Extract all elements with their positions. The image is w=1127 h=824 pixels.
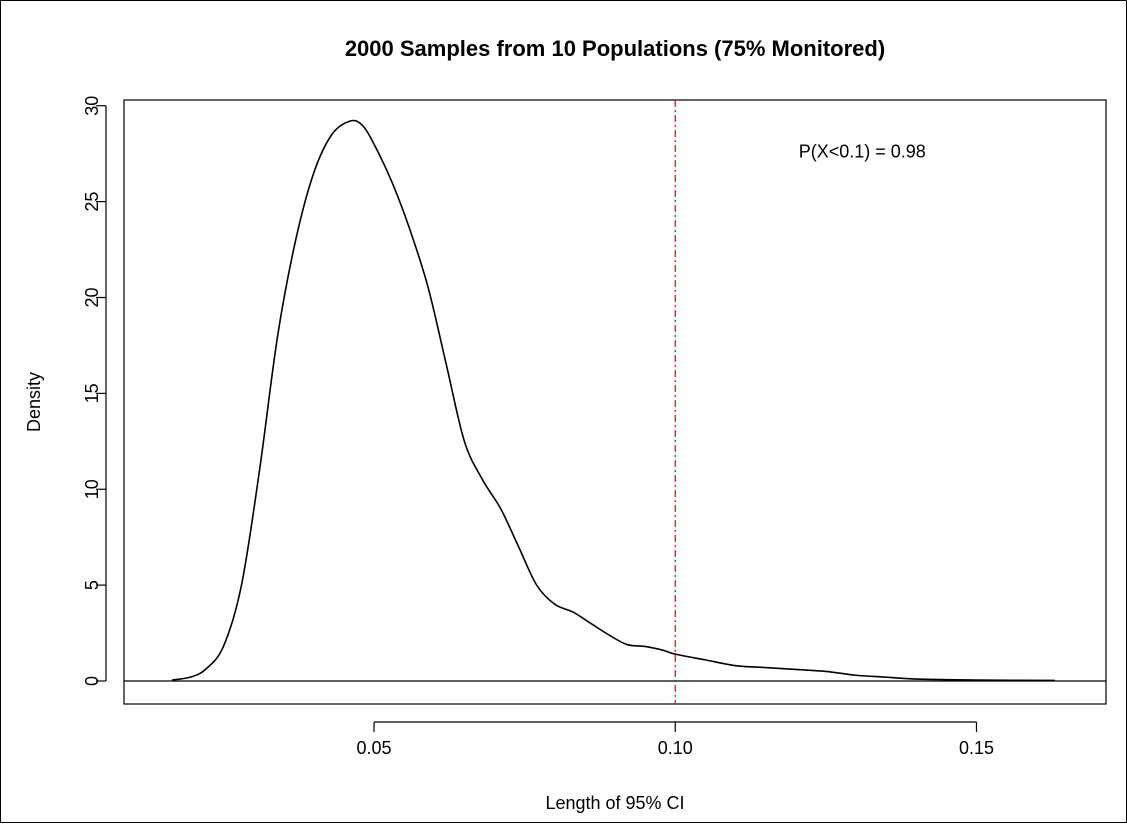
y-tick-label: 25 bbox=[82, 192, 102, 212]
y-axis-label: Density bbox=[24, 372, 44, 432]
y-tick-label: 30 bbox=[82, 96, 102, 116]
y-tick-label: 15 bbox=[82, 383, 102, 403]
series-group bbox=[172, 119, 1055, 682]
y-axis: 0 5 10 15 20 25 30 bbox=[82, 96, 107, 686]
y-tick-label: 10 bbox=[82, 479, 102, 499]
y-tick-label: 20 bbox=[82, 287, 102, 307]
y-tick-label: 5 bbox=[82, 580, 102, 590]
x-axis-label: Length of 95% CI bbox=[545, 793, 684, 813]
x-tick-label: 0.10 bbox=[658, 738, 693, 758]
chart-title: 2000 Samples from 10 Populations (75% Mo… bbox=[345, 36, 885, 61]
x-tick-label: 0.05 bbox=[356, 738, 391, 758]
reference-lines bbox=[124, 100, 1106, 704]
x-tick-label: 0.15 bbox=[959, 738, 994, 758]
density-curve bbox=[172, 119, 1055, 682]
x-axis: 0.05 0.10 0.15 bbox=[356, 721, 994, 758]
plot-area-border bbox=[123, 99, 1107, 705]
probability-annotation: P(X<0.1) = 0.98 bbox=[799, 142, 926, 162]
y-tick-label: 0 bbox=[82, 676, 102, 686]
